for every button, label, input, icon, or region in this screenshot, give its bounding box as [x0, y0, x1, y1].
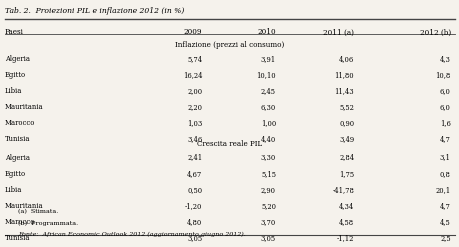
Text: 2010: 2010	[257, 28, 275, 36]
Text: 3,05: 3,05	[260, 234, 275, 242]
Text: 6,30: 6,30	[260, 103, 275, 111]
Text: 0,50: 0,50	[187, 186, 202, 194]
Text: Inflazione (prezzi al consumo): Inflazione (prezzi al consumo)	[175, 41, 284, 49]
Text: Mauritania: Mauritania	[5, 103, 43, 111]
Text: 2,5: 2,5	[439, 234, 450, 242]
Text: 6,0: 6,0	[439, 87, 450, 95]
Text: 4,40: 4,40	[260, 135, 275, 143]
Text: Tab. 2.  Proiezioni PIL e inflazione 2012 (in %): Tab. 2. Proiezioni PIL e inflazione 2012…	[5, 7, 184, 15]
Text: 0,8: 0,8	[439, 170, 450, 178]
Text: (a)  Stimata.: (a) Stimata.	[18, 209, 59, 214]
Text: 4,7: 4,7	[439, 202, 450, 210]
Text: 2012 (b): 2012 (b)	[419, 28, 450, 36]
Text: 11,43: 11,43	[334, 87, 353, 95]
Text: 5,20: 5,20	[260, 202, 275, 210]
Text: 2,00: 2,00	[187, 87, 202, 95]
Text: -1,20: -1,20	[185, 202, 202, 210]
Text: 6,0: 6,0	[439, 103, 450, 111]
Text: Crescita reale PIL: Crescita reale PIL	[197, 140, 262, 148]
Text: 3,46: 3,46	[187, 135, 202, 143]
Text: 4,7: 4,7	[439, 135, 450, 143]
Text: 3,49: 3,49	[338, 135, 353, 143]
Text: 1,00: 1,00	[260, 119, 275, 127]
Text: 0,90: 0,90	[338, 119, 353, 127]
Text: 4,06: 4,06	[338, 55, 353, 63]
Text: 1,6: 1,6	[439, 119, 450, 127]
Text: Marocco: Marocco	[5, 218, 35, 226]
Text: 4,58: 4,58	[338, 218, 353, 226]
Text: Tunisia: Tunisia	[5, 234, 30, 242]
Text: Mauritania: Mauritania	[5, 202, 43, 210]
Text: 2011 (a): 2011 (a)	[323, 28, 353, 36]
Text: 5,74: 5,74	[187, 55, 202, 63]
Text: Libia: Libia	[5, 87, 22, 95]
Text: 2,45: 2,45	[260, 87, 275, 95]
Text: 4,67: 4,67	[187, 170, 202, 178]
Text: 2,20: 2,20	[187, 103, 202, 111]
Text: 4,5: 4,5	[439, 218, 450, 226]
Text: 1,75: 1,75	[338, 170, 353, 178]
Text: 4,80: 4,80	[187, 218, 202, 226]
Text: 2,90: 2,90	[260, 186, 275, 194]
Text: 2009: 2009	[184, 28, 202, 36]
Text: Paesi: Paesi	[5, 28, 23, 36]
Text: Egitto: Egitto	[5, 71, 26, 79]
Text: 10,8: 10,8	[435, 71, 450, 79]
Text: 20,1: 20,1	[435, 186, 450, 194]
Text: Egitto: Egitto	[5, 170, 26, 178]
Text: Marocco: Marocco	[5, 119, 35, 127]
Text: 5,15: 5,15	[260, 170, 275, 178]
Text: 3,91: 3,91	[260, 55, 275, 63]
Text: 16,24: 16,24	[183, 71, 202, 79]
Text: 3,70: 3,70	[260, 218, 275, 226]
Text: Algeria: Algeria	[5, 55, 29, 63]
Text: -1,12: -1,12	[336, 234, 353, 242]
Text: 4,34: 4,34	[338, 202, 353, 210]
Text: 3,30: 3,30	[260, 154, 275, 162]
Text: (b)  Programmata.: (b) Programmata.	[18, 221, 78, 226]
Text: -41,78: -41,78	[331, 186, 353, 194]
Text: Libia: Libia	[5, 186, 22, 194]
Text: 3,05: 3,05	[187, 234, 202, 242]
Text: 4,3: 4,3	[439, 55, 450, 63]
Text: 3,1: 3,1	[439, 154, 450, 162]
Text: 5,52: 5,52	[339, 103, 353, 111]
Text: Tunisia: Tunisia	[5, 135, 30, 143]
Text: Fonte:  African Economic Outlook 2012 (aggiornamento giugno 2012).: Fonte: African Economic Outlook 2012 (ag…	[18, 232, 246, 237]
Text: Algeria: Algeria	[5, 154, 29, 162]
Text: 11,80: 11,80	[334, 71, 353, 79]
Text: 2,41: 2,41	[187, 154, 202, 162]
Text: 1,03: 1,03	[187, 119, 202, 127]
Text: 2,84: 2,84	[338, 154, 353, 162]
Text: 10,10: 10,10	[256, 71, 275, 79]
